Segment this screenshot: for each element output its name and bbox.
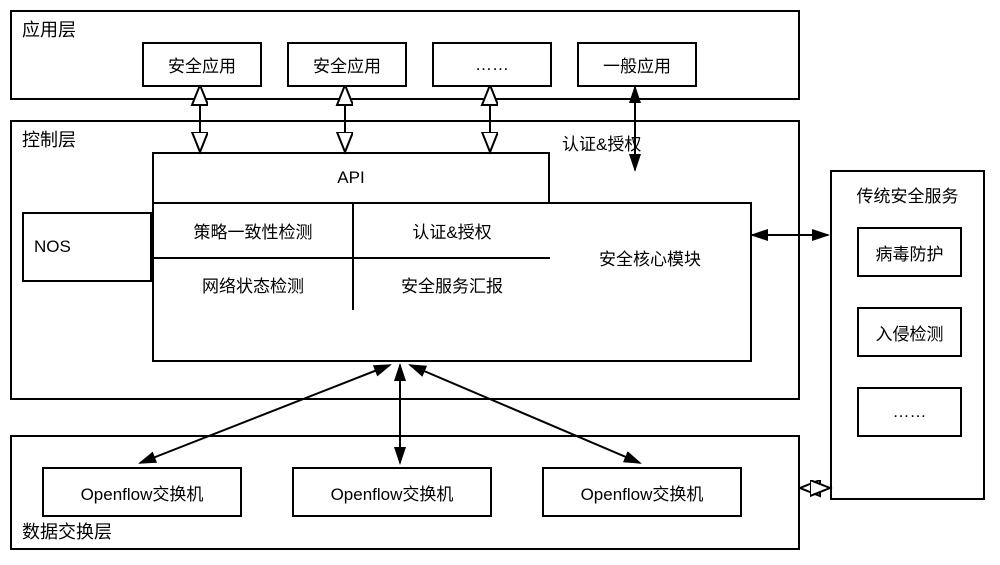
nos-label: NOS [34, 237, 71, 257]
intrusion-detection-box: 入侵检测 [857, 307, 962, 357]
app-layer-title: 应用层 [22, 16, 76, 42]
app-dots-box: …… [432, 42, 552, 87]
openflow-switch-3: Openflow交换机 [542, 467, 742, 517]
security-app-box-2: 安全应用 [287, 42, 407, 87]
openflow-switch-2: Openflow交换机 [292, 467, 492, 517]
virus-protection-box: 病毒防护 [857, 227, 962, 277]
control-layer: 控制层 NOS API 策略一致性检测 认证&授权 网络状态检测 安全服务汇报 … [10, 120, 800, 400]
traditional-dots-box: …… [857, 387, 962, 437]
auth-module-box: 认证&授权 [352, 202, 552, 257]
security-report-box: 安全服务汇报 [352, 257, 552, 312]
api-box: API [152, 152, 550, 202]
modules-bottom-row [152, 310, 752, 362]
data-layer: 数据交换层 Openflow交换机 Openflow交换机 Openflow交换… [10, 435, 800, 550]
control-layer-title: 控制层 [22, 126, 76, 152]
traditional-title: 传统安全服务 [832, 182, 983, 207]
network-state-box: 网络状态检测 [152, 257, 352, 312]
security-app-box-1: 安全应用 [142, 42, 262, 87]
nos-box: NOS [22, 212, 152, 282]
policy-check-box: 策略一致性检测 [152, 202, 352, 257]
auth-authorize-label: 认证&授权 [562, 130, 641, 155]
architecture-diagram: 应用层 安全应用 安全应用 …… 一般应用 控制层 NOS API 策略一致性检… [10, 10, 990, 555]
traditional-security-box: 传统安全服务 病毒防护 入侵检测 …… [830, 170, 985, 500]
data-layer-title: 数据交换层 [22, 518, 112, 544]
core-module-box: 安全核心模块 [550, 202, 752, 312]
app-layer: 应用层 安全应用 安全应用 …… 一般应用 [10, 10, 800, 100]
modules-grid: API 策略一致性检测 认证&授权 网络状态检测 安全服务汇报 安全核心模块 [152, 152, 752, 362]
openflow-switch-1: Openflow交换机 [42, 467, 242, 517]
general-app-box: 一般应用 [577, 42, 697, 87]
